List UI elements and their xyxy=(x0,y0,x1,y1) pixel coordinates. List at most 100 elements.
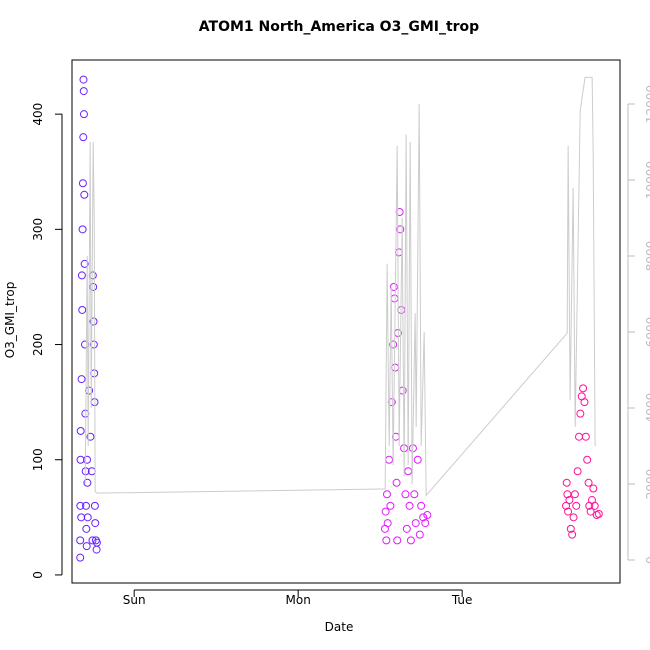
data-point xyxy=(382,490,391,499)
data-point xyxy=(423,511,432,520)
data-point xyxy=(393,536,402,545)
y-tick-label: 0 xyxy=(31,571,45,579)
data-point xyxy=(80,190,89,199)
y-tick-label: 200 xyxy=(31,333,45,356)
data-point xyxy=(83,513,92,522)
data-point xyxy=(421,519,430,528)
chart-title: ATOM1 North_America O3_GMI_trop xyxy=(199,19,479,35)
data-point xyxy=(82,501,91,510)
data-point xyxy=(83,455,92,464)
data-point xyxy=(391,363,400,372)
data-point xyxy=(566,524,575,533)
data-point xyxy=(386,501,395,510)
x-tick-label: Tue xyxy=(451,593,473,607)
data-point xyxy=(415,530,424,539)
x-tick-label: Mon xyxy=(286,593,311,607)
data-point xyxy=(576,409,585,418)
y2-tick-label: 4000 xyxy=(644,393,650,424)
data-point xyxy=(383,519,392,528)
data-point xyxy=(589,484,598,493)
data-point xyxy=(390,294,399,303)
data-point xyxy=(580,398,589,407)
data-point xyxy=(78,225,87,234)
data-point xyxy=(78,305,87,314)
data-point xyxy=(592,511,601,520)
data-point xyxy=(563,490,572,499)
data-point xyxy=(402,524,411,533)
data-point xyxy=(411,519,420,528)
data-point xyxy=(91,519,100,528)
data-point xyxy=(594,509,603,518)
data-point xyxy=(417,501,426,510)
plot-box xyxy=(71,59,621,584)
data-point xyxy=(381,507,390,516)
data-point xyxy=(77,271,86,280)
data-point xyxy=(389,340,398,349)
data-point xyxy=(405,501,414,510)
y2-tick-label: 10000 xyxy=(644,161,650,199)
y-axis-label: O3_GMI_trop xyxy=(3,282,17,359)
data-point xyxy=(586,507,595,516)
data-point xyxy=(385,455,394,464)
data-point xyxy=(389,282,398,291)
data-point xyxy=(82,524,91,533)
data-point xyxy=(562,501,571,510)
data-point xyxy=(570,490,579,499)
data-point xyxy=(573,467,582,476)
y-tick-label: 300 xyxy=(31,218,45,241)
data-point xyxy=(564,507,573,516)
data-point xyxy=(579,384,588,393)
data-point xyxy=(396,225,405,234)
x-tick-label: Sun xyxy=(123,593,146,607)
data-point xyxy=(79,110,88,119)
data-point xyxy=(79,75,88,84)
data-point xyxy=(404,467,413,476)
y-tick-label: 100 xyxy=(31,448,45,471)
data-point xyxy=(76,426,85,435)
y-tick-label: 400 xyxy=(31,103,45,126)
data-point xyxy=(89,340,98,349)
y2-tick-label: 2000 xyxy=(644,469,650,500)
data-point xyxy=(76,501,85,510)
data-point xyxy=(569,513,578,522)
data-point xyxy=(382,536,391,545)
data-point xyxy=(584,478,593,487)
data-point xyxy=(92,545,101,554)
data-point xyxy=(90,501,99,510)
data-point xyxy=(77,375,86,384)
data-point xyxy=(575,432,584,441)
data-point xyxy=(565,496,574,505)
data-point xyxy=(79,133,88,142)
data-point xyxy=(568,530,577,539)
data-point xyxy=(79,87,88,96)
data-point xyxy=(413,455,422,464)
data-point xyxy=(590,501,599,510)
x-axis-label: Date xyxy=(325,620,354,634)
data-point xyxy=(406,536,415,545)
y2-tick-label: 12000 xyxy=(644,85,650,123)
data-point xyxy=(583,455,592,464)
data-point xyxy=(76,536,85,545)
data-point xyxy=(392,478,401,487)
data-point xyxy=(76,455,85,464)
data-point xyxy=(562,478,571,487)
data-point xyxy=(401,490,410,499)
data-point xyxy=(80,259,89,268)
y2-tick-label: 8000 xyxy=(644,241,650,272)
data-point xyxy=(92,538,101,547)
data-point xyxy=(82,542,91,551)
data-line xyxy=(84,76,596,497)
y2-tick-label: 6000 xyxy=(644,317,650,348)
data-point xyxy=(88,536,97,545)
data-point xyxy=(572,501,581,510)
data-point xyxy=(89,317,98,326)
data-point xyxy=(419,513,428,522)
data-point xyxy=(86,432,95,441)
data-point xyxy=(78,179,87,188)
data-point xyxy=(76,553,85,562)
data-point xyxy=(581,432,590,441)
data-point xyxy=(77,513,86,522)
y2-tick-label: 0 xyxy=(644,556,650,564)
